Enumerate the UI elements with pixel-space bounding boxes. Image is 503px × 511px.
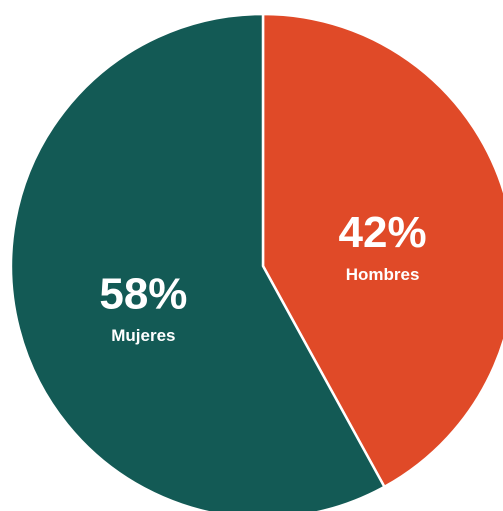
pie-slice bbox=[9, 12, 386, 511]
slice-value-label: 42% bbox=[339, 208, 427, 257]
slice-category-label: Mujeres bbox=[111, 326, 175, 345]
pie-slice bbox=[261, 12, 503, 489]
slice-category-label: Hombres bbox=[346, 265, 420, 284]
slice-value-label: 58% bbox=[99, 269, 187, 318]
